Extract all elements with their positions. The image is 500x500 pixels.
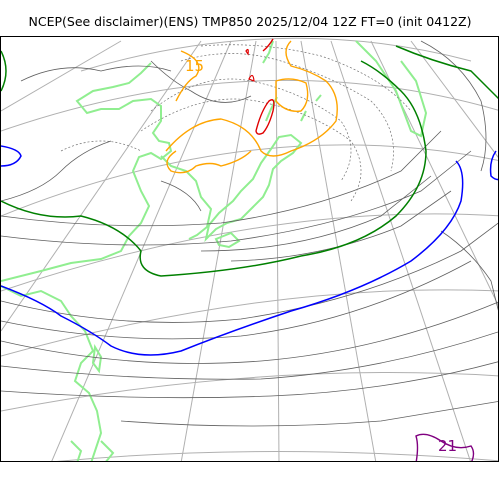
contour-orange bbox=[166, 150, 252, 174]
contour-red bbox=[245, 48, 255, 82]
graticule-lat-line bbox=[1, 144, 498, 217]
isotherm-line bbox=[230, 190, 452, 262]
contour-purple bbox=[415, 433, 475, 461]
contour-green bbox=[1, 50, 7, 92]
coastline-philippines bbox=[70, 440, 115, 461]
contour-orange bbox=[165, 40, 338, 157]
contour-blue bbox=[1, 160, 464, 356]
isotherm-line bbox=[1, 140, 112, 202]
thin-isotherms bbox=[1, 40, 498, 427]
contour-green bbox=[395, 45, 498, 100]
coastline-japan bbox=[204, 133, 303, 243]
coastline-china-south bbox=[1, 285, 103, 461]
map-canvas: 15 21 bbox=[1, 37, 498, 461]
isotherm-line bbox=[1, 130, 442, 227]
graticule-lat-line bbox=[1, 289, 498, 357]
graticule-lat-line bbox=[56, 450, 498, 461]
contour-orange bbox=[275, 78, 309, 112]
map-title: NCEP(See disclaimer)(ENS) TMP850 2025/12… bbox=[28, 14, 472, 29]
isotherm-line bbox=[1, 331, 498, 380]
contour-red bbox=[255, 99, 275, 135]
isotherm-line bbox=[160, 180, 202, 212]
coastline-sakhalin bbox=[262, 40, 278, 122]
contour-blue bbox=[489, 150, 498, 181]
isotherm-line bbox=[1, 260, 472, 340]
graticule-lon-line bbox=[1, 40, 122, 112]
isotherm-dotted-line bbox=[200, 44, 412, 112]
graticule-lon-line bbox=[275, 40, 280, 461]
graticule-lon-line bbox=[410, 40, 498, 158]
graticule-lon-line bbox=[300, 40, 377, 461]
graticule-lat-line bbox=[80, 37, 472, 72]
graticule bbox=[1, 37, 498, 461]
isotherm-line bbox=[150, 60, 252, 103]
isotherm-dotted-line bbox=[60, 140, 142, 152]
graticule-lon-line bbox=[330, 40, 471, 461]
contour-label-15: 15 bbox=[185, 57, 204, 75]
isotherm-dotted-line bbox=[150, 78, 352, 182]
isotherm-line bbox=[1, 301, 498, 364]
map-panel: 15 21 bbox=[0, 36, 499, 462]
isotherm-line bbox=[420, 40, 487, 172]
isotherm-line bbox=[200, 175, 432, 252]
graticule-lon-line bbox=[1, 40, 202, 332]
coastline-korea bbox=[160, 155, 213, 240]
contour-label-21: 21 bbox=[438, 437, 457, 455]
isotherm-line bbox=[1, 222, 498, 323]
isotherm-line bbox=[440, 230, 498, 311]
contour-red bbox=[262, 38, 274, 52]
coastline-taiwan bbox=[91, 344, 103, 374]
isotherm-line bbox=[20, 65, 172, 82]
coastline-kyushu bbox=[214, 231, 241, 249]
graticule-lat-line bbox=[1, 213, 498, 292]
graticule-lat-line bbox=[1, 372, 498, 412]
contour-green bbox=[1, 60, 427, 277]
isotherm-line bbox=[1, 150, 472, 246]
isotherm-line bbox=[1, 361, 498, 399]
graticule-lon-line bbox=[180, 40, 257, 461]
coastline-kurils bbox=[300, 94, 322, 122]
contour-blue bbox=[1, 145, 22, 167]
coastline-kamchatka bbox=[355, 40, 428, 138]
graticule-lat-line bbox=[1, 79, 498, 132]
isotherm-line bbox=[120, 401, 498, 427]
